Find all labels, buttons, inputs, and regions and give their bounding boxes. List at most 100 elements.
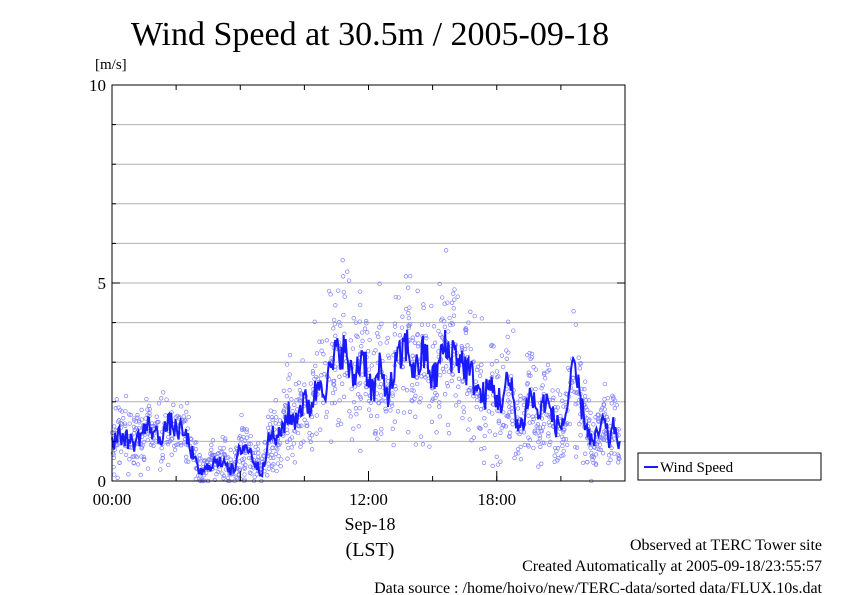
data-point bbox=[378, 341, 383, 346]
data-point bbox=[551, 395, 556, 400]
data-point bbox=[496, 420, 501, 425]
data-point bbox=[450, 372, 455, 377]
data-point bbox=[284, 362, 290, 367]
data-point bbox=[500, 364, 506, 370]
data-point bbox=[318, 427, 323, 432]
data-point bbox=[531, 445, 536, 451]
data-point bbox=[515, 400, 520, 405]
data-point bbox=[531, 365, 536, 370]
data-point bbox=[292, 460, 298, 465]
data-point bbox=[415, 381, 420, 387]
data-point bbox=[518, 444, 523, 450]
data-point bbox=[420, 442, 426, 447]
data-point bbox=[336, 288, 341, 293]
y-axis-unit-label: [m/s] bbox=[95, 57, 127, 73]
legend-label: Wind Speed bbox=[660, 460, 734, 476]
data-point bbox=[331, 378, 337, 384]
data-point bbox=[145, 466, 151, 471]
data-point bbox=[358, 302, 363, 308]
data-point bbox=[119, 409, 125, 414]
data-point bbox=[393, 387, 398, 392]
data-point bbox=[452, 287, 457, 292]
data-point bbox=[169, 452, 174, 457]
data-point bbox=[446, 431, 452, 436]
data-point bbox=[348, 414, 353, 419]
data-point bbox=[209, 454, 214, 459]
data-point bbox=[401, 410, 407, 415]
data-point bbox=[588, 410, 593, 415]
data-point bbox=[506, 319, 511, 324]
data-point bbox=[366, 398, 372, 404]
data-point bbox=[136, 418, 142, 423]
data-point bbox=[319, 348, 324, 353]
data-point bbox=[563, 437, 569, 442]
data-point bbox=[348, 338, 353, 343]
data-point bbox=[270, 467, 276, 473]
data-point bbox=[131, 431, 137, 436]
data-point bbox=[269, 463, 275, 468]
data-point bbox=[429, 303, 434, 309]
data-point bbox=[545, 369, 550, 374]
data-point bbox=[255, 446, 261, 452]
data-point bbox=[281, 388, 287, 393]
data-point bbox=[445, 300, 450, 305]
data-point bbox=[601, 402, 606, 407]
data-point bbox=[550, 388, 555, 393]
data-point bbox=[360, 330, 365, 335]
data-point bbox=[611, 396, 616, 401]
data-point bbox=[365, 349, 371, 354]
data-point bbox=[217, 445, 223, 451]
data-point bbox=[246, 455, 252, 461]
data-point bbox=[221, 446, 226, 451]
data-point bbox=[437, 400, 442, 405]
data-point bbox=[220, 471, 225, 476]
data-point bbox=[131, 460, 136, 465]
data-point bbox=[527, 350, 532, 356]
data-point bbox=[600, 435, 605, 440]
data-point bbox=[314, 431, 319, 436]
data-point bbox=[561, 404, 566, 409]
x-ticks: 00:00 06:00 12:00 18:00 bbox=[93, 85, 626, 509]
data-point bbox=[533, 386, 538, 392]
data-point bbox=[278, 464, 283, 469]
data-point bbox=[475, 364, 481, 369]
data-point bbox=[574, 445, 580, 450]
data-point bbox=[362, 326, 368, 331]
data-point bbox=[214, 472, 219, 477]
y-tick-label: 0 bbox=[98, 472, 107, 491]
data-point bbox=[499, 353, 505, 358]
data-point bbox=[364, 321, 369, 326]
legend: Wind Speed bbox=[637, 452, 822, 481]
data-point bbox=[505, 413, 511, 418]
data-point bbox=[606, 460, 611, 466]
data-point bbox=[537, 433, 542, 438]
x-axis-date-label: Sep-18 bbox=[345, 514, 396, 534]
data-point bbox=[253, 444, 258, 450]
data-point bbox=[391, 442, 396, 448]
data-point bbox=[252, 474, 257, 480]
data-point bbox=[326, 288, 332, 294]
data-point bbox=[377, 384, 382, 390]
data-point bbox=[317, 339, 322, 344]
data-point bbox=[321, 400, 326, 405]
data-point bbox=[591, 422, 596, 427]
data-point bbox=[532, 430, 537, 435]
data-point bbox=[479, 316, 485, 321]
data-point bbox=[366, 367, 372, 372]
data-point bbox=[482, 416, 487, 421]
y-ticks: 0 5 10 bbox=[89, 76, 625, 491]
data-point bbox=[302, 382, 307, 387]
data-point bbox=[242, 438, 247, 443]
data-point bbox=[206, 457, 212, 462]
data-point bbox=[493, 432, 498, 437]
data-point bbox=[466, 387, 471, 393]
data-point bbox=[412, 396, 417, 401]
data-point bbox=[403, 274, 409, 279]
data-point bbox=[506, 434, 512, 439]
data-point bbox=[606, 453, 612, 458]
data-point bbox=[220, 434, 225, 440]
data-point bbox=[267, 449, 272, 454]
data-point bbox=[176, 442, 181, 447]
data-point bbox=[210, 438, 216, 443]
data-point bbox=[337, 398, 342, 403]
